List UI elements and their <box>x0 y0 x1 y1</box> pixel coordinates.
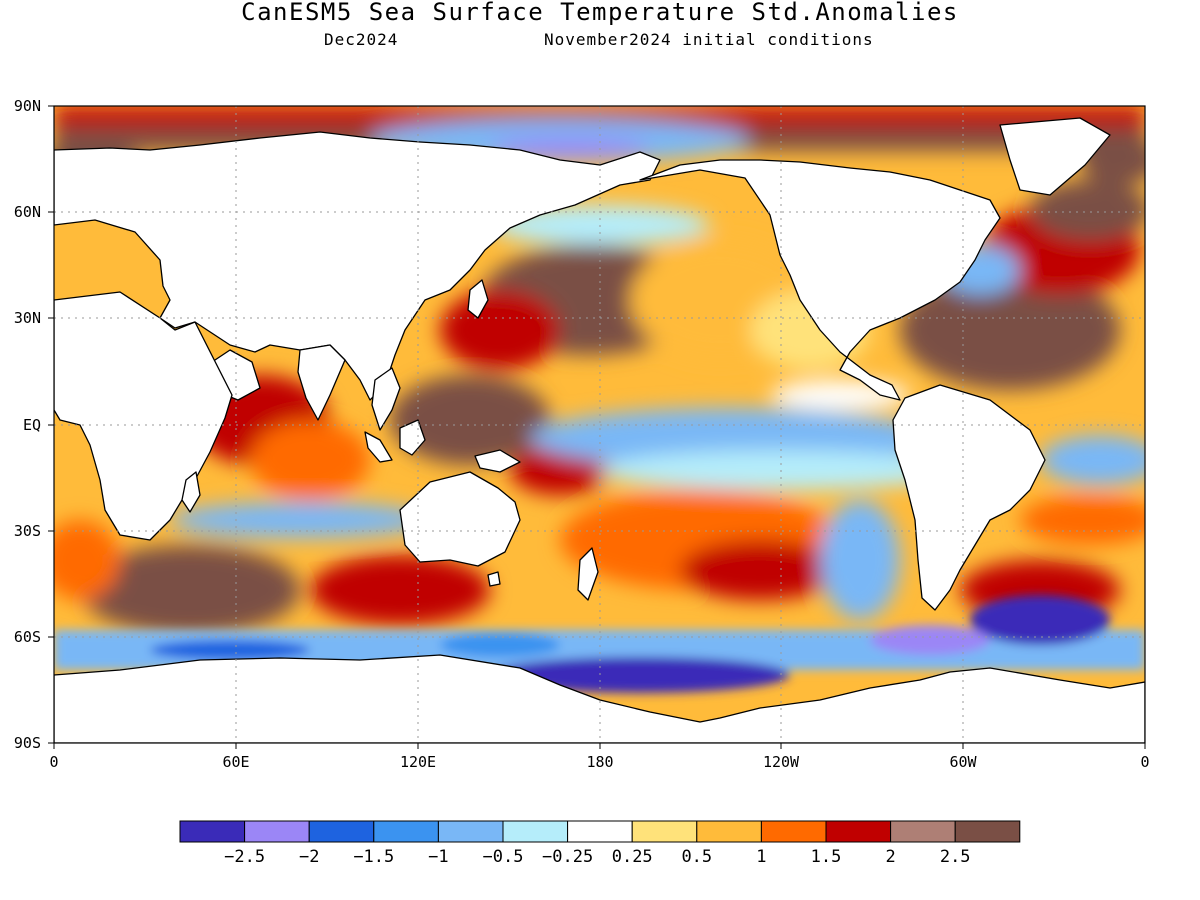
lon-tick-label: 0 <box>49 753 58 771</box>
lat-tick-label: 30N <box>14 309 41 327</box>
colorbar-label: −2.5 <box>224 847 265 867</box>
lat-tick-label: 30S <box>14 522 41 540</box>
colorbar-swatch <box>437 820 504 843</box>
lon-tick-label: 120W <box>763 753 800 771</box>
colorbar-swatch <box>179 820 246 843</box>
colorbar-swatch <box>631 820 698 843</box>
colorbar-label: −1.5 <box>353 847 394 867</box>
lat-tick-labels: 90N 60N 30N EQ 30S 60S 90S <box>14 97 41 752</box>
colorbar-swatch <box>760 820 827 843</box>
colorbar-label: 2 <box>885 847 895 867</box>
colorbar-label: −0.25 <box>542 847 593 867</box>
lon-tick-label: 60W <box>949 753 977 771</box>
lon-tick-label: 0 <box>1140 753 1149 771</box>
lat-tick-label: 60S <box>14 628 41 646</box>
initial-conditions-label: November2024 initial conditions <box>544 30 874 49</box>
lon-axis <box>53 743 1146 749</box>
colorbar-label: −2 <box>299 847 319 867</box>
lon-tick-label: 120E <box>400 753 436 771</box>
lat-axis <box>48 105 54 744</box>
colorbar-swatch <box>954 820 1021 843</box>
colorbar-swatch <box>244 820 310 843</box>
land-masses <box>54 117 1145 743</box>
colorbar-swatch <box>567 820 633 843</box>
valid-month-label: Dec2024 <box>324 30 399 49</box>
lon-tick-labels: 0 60E 120E 180 120W 60W 0 <box>49 753 1149 771</box>
colorbar-label: −0.5 <box>483 847 524 867</box>
colorbar-swatch <box>373 820 439 843</box>
colorbar-label: 1 <box>756 847 766 867</box>
colorbar-label: −1 <box>428 847 448 867</box>
colorbar: −2.5 −2 −1.5 −1 −0.5 −0.25 0.25 0.5 1 1.5 2 2.5 <box>179 820 1021 867</box>
lat-tick-label: 90S <box>14 734 41 752</box>
map-title: CanESM5 Sea Surface Temperature Std.Anom… <box>241 0 959 26</box>
colorbar-swatch <box>825 820 892 843</box>
lat-tick-label: 90N <box>14 97 41 115</box>
lat-tick-label: EQ <box>23 416 41 434</box>
colorbar-label: 0.5 <box>681 847 712 867</box>
colorbar-swatch <box>308 820 375 843</box>
lon-tick-label: 60E <box>222 753 249 771</box>
lon-tick-label: 180 <box>586 753 613 771</box>
colorbar-swatch <box>890 820 956 843</box>
colorbar-swatch <box>502 820 569 843</box>
colorbar-label: 2.5 <box>940 847 971 867</box>
colorbar-label: 0.25 <box>612 847 653 867</box>
colorbar-label: 1.5 <box>811 847 842 867</box>
lat-tick-label: 60N <box>14 203 41 221</box>
graticule <box>54 106 1145 743</box>
colorbar-swatch <box>696 820 762 843</box>
